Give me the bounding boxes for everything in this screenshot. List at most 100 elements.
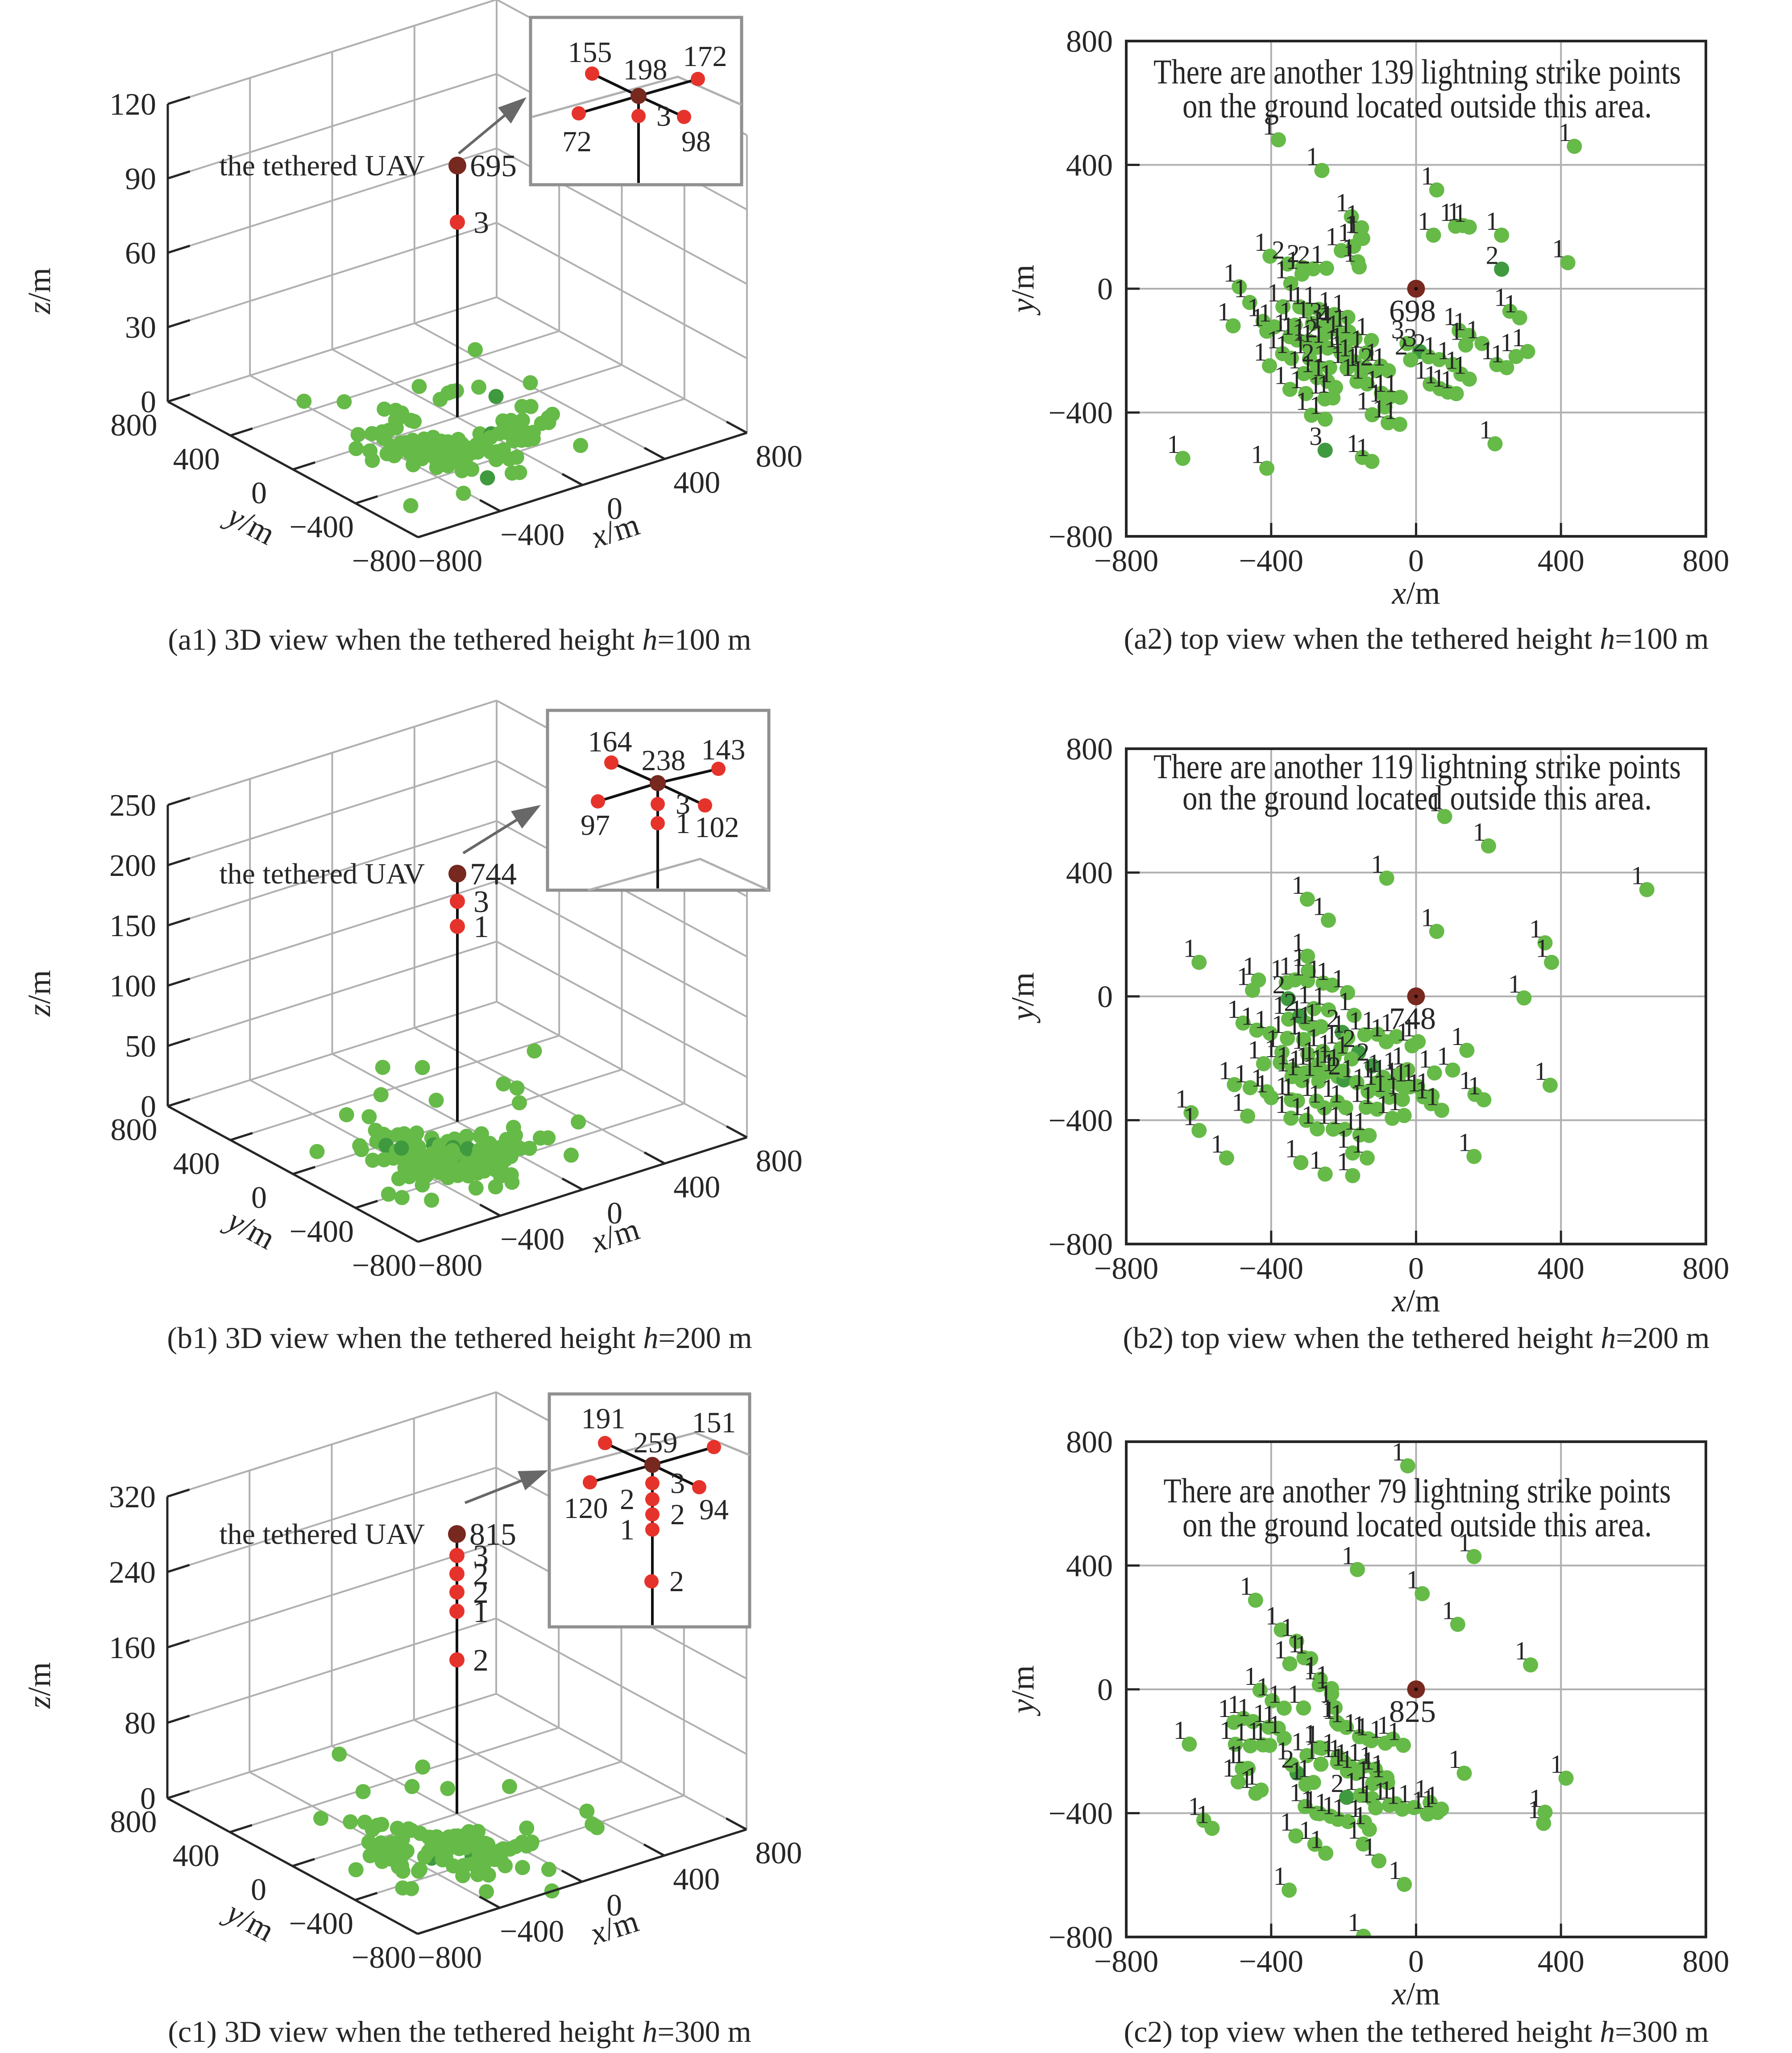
svg-text:1: 1	[1307, 1023, 1320, 1052]
svg-text:1: 1	[1473, 817, 1485, 846]
svg-text:800: 800	[111, 408, 158, 443]
svg-text:z/m: z/m	[21, 1662, 57, 1709]
svg-text:(a2) top view when the tethere: (a2) top view when the tethered height h…	[1124, 622, 1709, 655]
svg-text:1: 1	[1351, 324, 1364, 353]
svg-text:1: 1	[1380, 1775, 1393, 1804]
svg-text:1: 1	[1407, 1068, 1420, 1097]
svg-text:1: 1	[1383, 1046, 1396, 1075]
svg-text:1: 1	[1350, 1079, 1363, 1108]
svg-text:y/m: y/m	[1005, 1665, 1041, 1717]
svg-text:1: 1	[1290, 365, 1303, 394]
svg-text:1: 1	[1291, 281, 1304, 310]
svg-text:1: 1	[1296, 387, 1309, 416]
svg-text:1: 1	[1317, 1101, 1330, 1130]
svg-text:1: 1	[1232, 1087, 1245, 1116]
svg-text:0: 0	[251, 1873, 266, 1907]
svg-text:2: 2	[1361, 342, 1373, 371]
svg-text:1: 1	[1211, 1129, 1224, 1158]
svg-text:1: 1	[1332, 964, 1345, 993]
svg-text:0: 0	[140, 1782, 156, 1816]
svg-text:1: 1	[1272, 1010, 1285, 1039]
svg-text:2: 2	[1272, 236, 1285, 265]
svg-text:−400: −400	[1049, 1104, 1113, 1138]
svg-text:1: 1	[1381, 1008, 1394, 1037]
svg-text:1: 1	[1322, 1728, 1335, 1757]
svg-text:90: 90	[125, 162, 156, 196]
svg-text:1: 1	[1302, 1100, 1315, 1129]
svg-text:1: 1	[1232, 1740, 1245, 1769]
svg-text:the tethered UAV: the tethered UAV	[219, 1518, 425, 1551]
svg-text:698: 698	[1389, 294, 1436, 328]
svg-text:1: 1	[1515, 1636, 1528, 1665]
svg-text:1: 1	[1251, 1063, 1264, 1092]
svg-text:1: 1	[1284, 278, 1297, 307]
svg-text:1: 1	[1292, 317, 1305, 346]
svg-text:1: 1	[1327, 310, 1340, 339]
svg-text:1: 1	[1292, 1026, 1305, 1055]
svg-text:3: 3	[670, 1467, 685, 1500]
svg-text:−800: −800	[1049, 1920, 1113, 1955]
svg-text:2: 2	[1298, 240, 1311, 269]
svg-text:120: 120	[109, 87, 156, 122]
svg-text:1: 1	[1257, 1672, 1269, 1701]
svg-text:2: 2	[1281, 1744, 1294, 1773]
svg-text:1: 1	[1332, 1742, 1344, 1771]
svg-text:1: 1	[1237, 962, 1250, 991]
svg-text:1: 1	[1398, 1779, 1411, 1808]
svg-text:1: 1	[1320, 359, 1333, 388]
svg-text:0: 0	[607, 1196, 622, 1231]
svg-text:the tethered UAV: the tethered UAV	[219, 858, 425, 890]
svg-text:−800: −800	[418, 544, 482, 578]
svg-text:1: 1	[1356, 1712, 1369, 1741]
svg-text:1: 1	[1356, 433, 1369, 462]
svg-text:151: 151	[692, 1406, 736, 1439]
svg-text:1: 1	[1228, 1690, 1240, 1719]
svg-text:−800: −800	[418, 1248, 482, 1283]
svg-text:98: 98	[681, 125, 711, 158]
svg-text:1: 1	[1292, 942, 1305, 971]
svg-text:1: 1	[1536, 934, 1549, 963]
svg-text:1: 1	[1337, 1147, 1350, 1176]
svg-text:1: 1	[1243, 951, 1256, 980]
svg-text:−800: −800	[1049, 1228, 1113, 1262]
svg-text:−400: −400	[289, 1907, 353, 1941]
svg-text:1: 1	[1415, 1774, 1427, 1803]
svg-text:2: 2	[473, 1643, 489, 1678]
svg-text:815: 815	[469, 1518, 516, 1552]
svg-text:2: 2	[1284, 987, 1297, 1016]
svg-text:1: 1	[1360, 1779, 1373, 1808]
svg-text:1: 1	[1386, 1781, 1399, 1810]
svg-text:1: 1	[1306, 142, 1319, 171]
svg-text:97: 97	[581, 809, 610, 842]
svg-text:1: 1	[1296, 1041, 1309, 1070]
svg-text:1: 1	[1251, 440, 1264, 469]
svg-text:−400: −400	[500, 1223, 564, 1257]
svg-text:1: 1	[1432, 364, 1445, 393]
svg-text:1: 1	[1384, 396, 1397, 425]
svg-text:1: 1	[1318, 1029, 1331, 1058]
svg-text:1: 1	[1349, 1006, 1362, 1035]
svg-text:1: 1	[1267, 325, 1280, 354]
svg-text:1: 1	[1259, 299, 1272, 328]
svg-text:198: 198	[623, 54, 668, 86]
svg-text:1: 1	[1313, 892, 1326, 921]
svg-text:1: 1	[1458, 1128, 1471, 1157]
svg-text:1: 1	[1290, 1778, 1303, 1807]
svg-text:191: 191	[581, 1402, 626, 1435]
svg-text:1: 1	[1368, 1049, 1381, 1078]
svg-text:1: 1	[1422, 1784, 1435, 1813]
svg-text:1: 1	[1268, 1680, 1281, 1709]
svg-text:1: 1	[1234, 1059, 1247, 1088]
svg-text:1: 1	[1346, 343, 1359, 372]
svg-text:1: 1	[1344, 238, 1356, 267]
svg-text:(c1) 3D view when the tethered: (c1) 3D view when the tethered height h=…	[168, 2015, 751, 2049]
svg-text:1: 1	[1298, 1001, 1311, 1030]
svg-text:−800: −800	[418, 1941, 482, 1975]
svg-text:−400: −400	[1049, 1797, 1113, 1831]
svg-text:320: 320	[109, 1480, 156, 1514]
svg-text:1: 1	[1306, 1720, 1319, 1749]
svg-text:250: 250	[109, 788, 156, 823]
svg-text:1: 1	[1305, 1736, 1318, 1765]
svg-text:1: 1	[1301, 1073, 1314, 1102]
svg-text:150: 150	[109, 909, 156, 943]
